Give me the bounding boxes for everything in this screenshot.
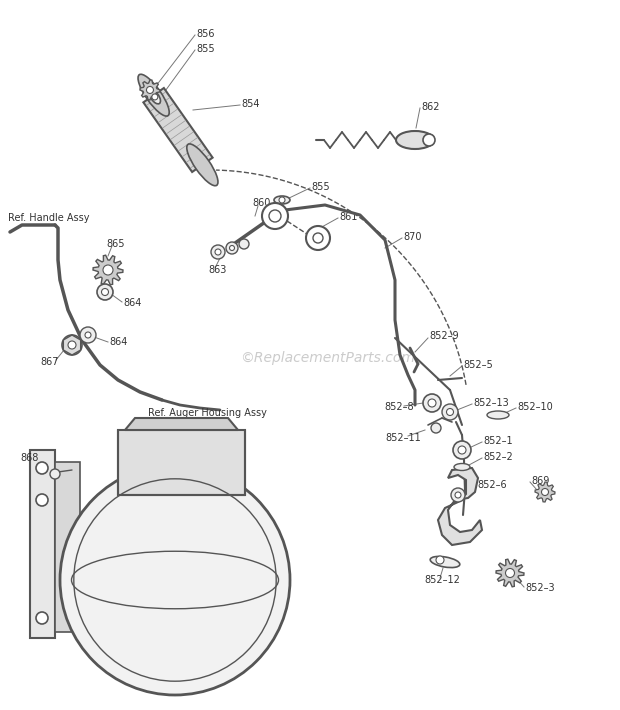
Text: 865: 865 [106, 239, 125, 249]
Circle shape [262, 203, 288, 229]
Circle shape [68, 341, 76, 349]
Text: 856: 856 [196, 29, 215, 39]
Circle shape [453, 441, 471, 459]
Circle shape [60, 465, 290, 695]
Polygon shape [63, 335, 81, 355]
Text: 860: 860 [252, 198, 270, 208]
Circle shape [455, 492, 461, 498]
Text: 863: 863 [208, 265, 226, 275]
Circle shape [80, 327, 96, 343]
Polygon shape [140, 80, 160, 100]
Ellipse shape [430, 557, 460, 567]
Text: 852–8: 852–8 [384, 402, 414, 412]
Circle shape [446, 408, 453, 415]
Ellipse shape [487, 411, 509, 419]
Circle shape [36, 612, 48, 624]
Circle shape [146, 87, 154, 94]
Circle shape [458, 446, 466, 454]
Circle shape [541, 488, 549, 496]
Polygon shape [535, 482, 555, 502]
Polygon shape [125, 418, 238, 430]
Text: 870: 870 [403, 232, 422, 242]
Circle shape [431, 423, 441, 433]
Text: 852–1: 852–1 [483, 436, 513, 446]
Text: ©ReplacementParts.com: ©ReplacementParts.com [240, 351, 415, 365]
Text: 852–5: 852–5 [463, 360, 493, 370]
Text: 864: 864 [109, 337, 127, 347]
Ellipse shape [138, 75, 169, 116]
Circle shape [436, 556, 444, 564]
Text: 852–9: 852–9 [429, 331, 459, 341]
Polygon shape [496, 559, 524, 587]
Polygon shape [118, 430, 245, 495]
Circle shape [423, 134, 435, 146]
Polygon shape [55, 462, 80, 632]
Circle shape [313, 233, 323, 243]
Circle shape [211, 245, 225, 259]
Text: 855: 855 [196, 44, 215, 54]
Text: 852–10: 852–10 [517, 402, 553, 412]
Text: 852–6: 852–6 [477, 480, 507, 490]
Circle shape [423, 394, 441, 412]
Circle shape [505, 569, 515, 577]
Text: 862: 862 [421, 102, 440, 112]
Polygon shape [93, 255, 123, 285]
Text: 861: 861 [339, 212, 357, 222]
Ellipse shape [149, 90, 161, 104]
Circle shape [229, 246, 234, 251]
Text: Ref. Auger Housing Assy: Ref. Auger Housing Assy [148, 408, 267, 418]
Circle shape [36, 462, 48, 474]
Circle shape [62, 335, 82, 355]
Circle shape [152, 94, 158, 100]
Circle shape [85, 332, 91, 338]
Circle shape [226, 242, 238, 254]
Circle shape [442, 404, 458, 420]
Ellipse shape [187, 144, 218, 186]
Text: 867: 867 [40, 357, 58, 367]
Text: 854: 854 [241, 99, 260, 109]
Text: 869: 869 [531, 476, 549, 486]
Text: 852–12: 852–12 [424, 575, 460, 585]
Text: 868: 868 [20, 453, 38, 463]
Polygon shape [30, 450, 55, 638]
Ellipse shape [274, 196, 290, 204]
Circle shape [50, 469, 60, 479]
Text: Ref. Handle Assy: Ref. Handle Assy [8, 213, 89, 223]
Text: 852–13: 852–13 [473, 398, 509, 408]
Circle shape [269, 210, 281, 222]
Polygon shape [143, 88, 213, 172]
Text: 852–2: 852–2 [483, 452, 513, 462]
Text: 852–11: 852–11 [385, 433, 421, 443]
Text: 855: 855 [311, 182, 330, 192]
Polygon shape [438, 468, 482, 545]
Circle shape [215, 249, 221, 255]
Circle shape [102, 288, 108, 295]
Circle shape [451, 488, 465, 502]
Circle shape [306, 226, 330, 250]
Circle shape [36, 494, 48, 506]
Text: 864: 864 [123, 298, 141, 308]
Circle shape [97, 284, 113, 300]
Ellipse shape [454, 464, 470, 471]
Circle shape [428, 399, 436, 407]
Ellipse shape [396, 131, 434, 149]
Circle shape [279, 197, 285, 203]
Circle shape [103, 265, 113, 275]
Text: 852–3: 852–3 [525, 583, 555, 593]
Circle shape [239, 239, 249, 249]
